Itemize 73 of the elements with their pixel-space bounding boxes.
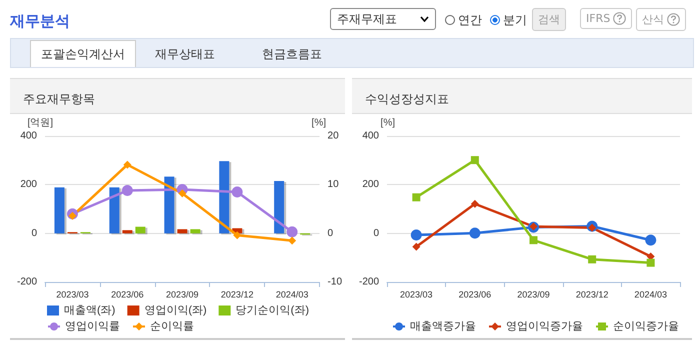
point (412, 242, 420, 251)
point (233, 231, 242, 240)
x-tick-label: 2023/12 (220, 290, 254, 300)
text: 연간 (458, 12, 482, 29)
y-tick-label: 0 (31, 228, 38, 239)
y-axis-title: [%] (380, 118, 396, 128)
bar (177, 229, 188, 234)
x-tick-label: 2023/09 (166, 290, 199, 300)
point (646, 258, 655, 267)
y-tick-label: 200 (362, 179, 380, 190)
y2-tick-label: -10 (328, 276, 342, 288)
bar (219, 161, 230, 234)
bar (274, 181, 284, 234)
point (588, 224, 596, 232)
legend-label: 순이익증가율 (613, 320, 679, 332)
x-tick-label: 2023/09 (517, 290, 550, 300)
bar (122, 230, 132, 234)
y-axis-title: [억원] (27, 118, 54, 128)
legend-label: 순이익률 (150, 320, 194, 332)
legend-label: 영업이익(좌) (144, 304, 207, 316)
point (122, 185, 133, 196)
x-tick-label: 2024/03 (276, 290, 308, 300)
point (469, 228, 480, 239)
point (470, 156, 479, 164)
x-tick-label: 2023/12 (576, 290, 608, 300)
point (68, 212, 76, 220)
y-tick-label: 0 (373, 228, 380, 239)
text: IFRS (580, 8, 632, 30)
point (530, 236, 538, 244)
text: 검색 (532, 8, 566, 31)
y-tick-label: 400 (20, 130, 38, 142)
bar (109, 187, 120, 234)
x-tick-label: 2023/03 (56, 290, 89, 300)
text: 재무상태표 (155, 46, 215, 63)
legend-label: 매출액증가율 (410, 320, 476, 332)
point (178, 189, 186, 198)
bar (54, 187, 64, 234)
point (412, 193, 420, 202)
bar (135, 226, 146, 234)
x-tick-label: 2023/06 (458, 290, 492, 300)
point (232, 186, 243, 198)
y-tick-label: 400 (362, 130, 380, 142)
text: 분기 (503, 12, 527, 29)
x-tick-label: 2023/03 (400, 290, 433, 300)
y2-tick-label: 0 (328, 228, 334, 239)
x-tick-label: 2024/03 (634, 290, 667, 300)
chart-title: 주요재무항목 (23, 92, 95, 106)
text: 주재무제표 (330, 8, 436, 30)
point (588, 255, 596, 264)
y2-tick-label: 10 (328, 179, 340, 190)
point (286, 226, 298, 238)
point (123, 160, 132, 169)
text: 현금흐름표 (262, 46, 322, 63)
legend-label: 영업이익증가율 (506, 320, 583, 332)
point (410, 230, 422, 241)
legend-label: 당기순이익(좌) (236, 304, 309, 316)
point (288, 236, 296, 245)
y2-axis-title: [%] (312, 118, 326, 128)
text: 재무분석 (10, 12, 70, 31)
y-tick-label: 200 (20, 179, 38, 190)
legend-label: 영업이익률 (65, 320, 120, 332)
legend-label: 매출액(좌) (64, 304, 116, 316)
y-tick-label: -200 (16, 276, 38, 288)
text: 포괄손익계산서 (30, 40, 136, 67)
x-tick-label: 2023/06 (111, 290, 144, 300)
point (470, 200, 479, 208)
y-tick-label: -200 (358, 276, 380, 288)
point (645, 234, 656, 246)
chart-title: 수익성장성지표 (365, 92, 449, 106)
bar (190, 229, 200, 234)
text: 산식 (636, 8, 686, 31)
y2-tick-label: 20 (328, 130, 340, 142)
bar (164, 176, 174, 234)
